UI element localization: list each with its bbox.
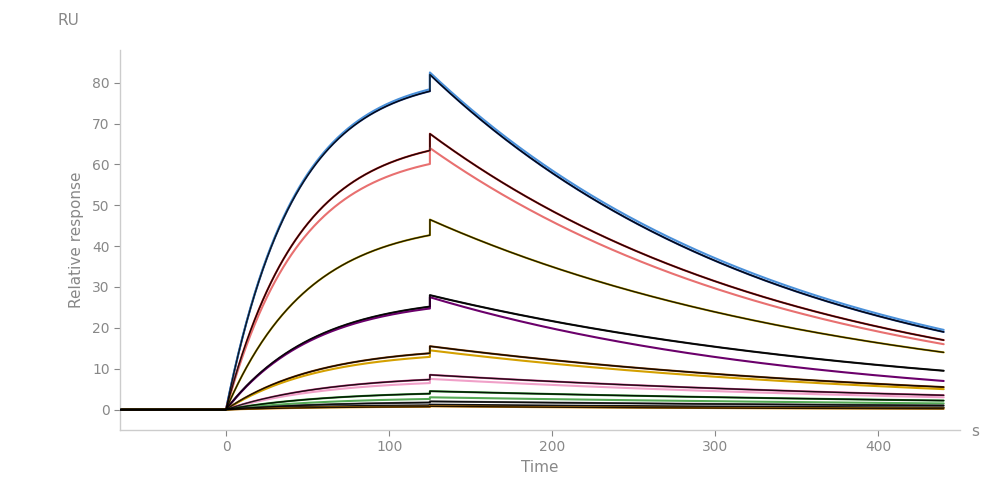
Text: RU: RU	[58, 13, 79, 28]
Y-axis label: Relative response: Relative response	[69, 172, 84, 308]
Text: s: s	[971, 424, 979, 438]
X-axis label: Time: Time	[521, 460, 559, 475]
